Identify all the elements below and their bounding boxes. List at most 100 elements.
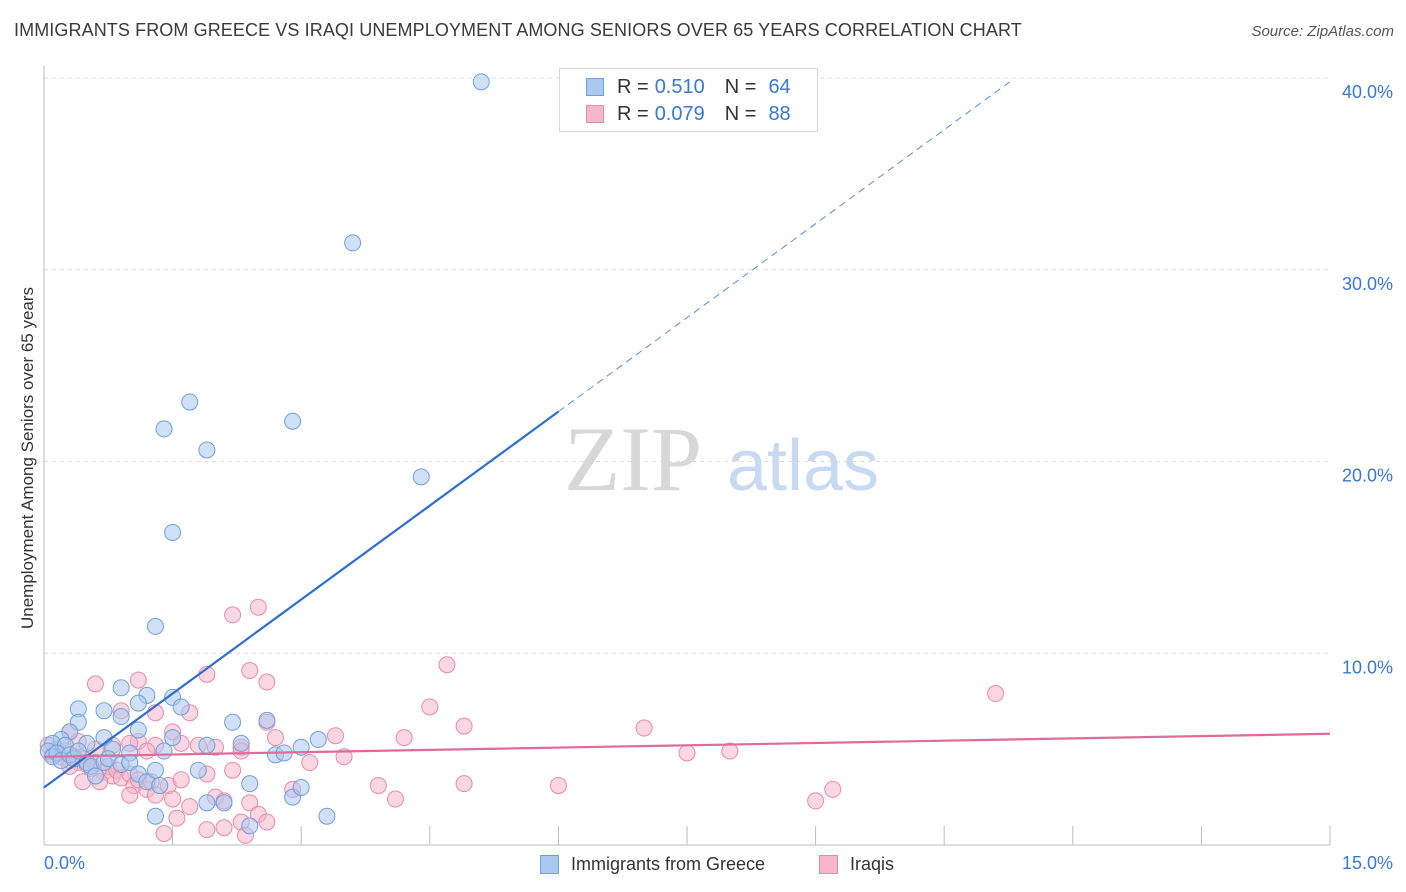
- greece-point-57: [241, 817, 259, 835]
- iraqi-point-2: [438, 656, 456, 674]
- greece-point-9: [112, 679, 130, 697]
- iraqi-point-73: [387, 790, 405, 808]
- chart-title: IMMIGRANTS FROM GREECE VS IRAQI UNEMPLOY…: [14, 20, 1022, 40]
- iraqi-point-15: [635, 719, 653, 737]
- iraqi-point-86: [168, 809, 186, 827]
- iraqi-point-0: [249, 598, 267, 616]
- watermark-zip: ZIP: [564, 408, 702, 510]
- y-tick-label-1: 20.0%: [1342, 466, 1393, 486]
- greece-point-6: [412, 468, 430, 486]
- greece-point-3: [155, 420, 173, 438]
- greece-point-13: [95, 702, 113, 720]
- chart-source: Source: ZipAtlas.com: [1251, 23, 1394, 40]
- watermark: ZIP atlas: [564, 408, 879, 510]
- grid-lines: [44, 77, 1330, 654]
- iraqi-point-68: [258, 813, 276, 831]
- iraqi-point-8: [987, 685, 1005, 703]
- trend-lines: [43, 79, 1331, 789]
- iraqi-point-17: [326, 727, 344, 745]
- legend-greece-swatch: [540, 854, 559, 874]
- greece-point-56: [215, 794, 233, 812]
- greece-trend-extension: [558, 79, 1014, 413]
- greece-point-4: [198, 441, 216, 459]
- greece-point-35: [309, 731, 327, 749]
- greece-point-14: [129, 694, 147, 712]
- greece-point-16: [112, 708, 130, 726]
- iraqi-r-label: R =: [617, 102, 649, 125]
- iraqi-point-10: [421, 698, 439, 716]
- iraqi-point-64: [224, 761, 242, 779]
- greece-point-62: [318, 807, 336, 825]
- tick-labels: 10.0% 20.0% 30.0% 40.0% 0.0% 15.0%: [44, 82, 1393, 873]
- greece-point-5: [284, 412, 302, 430]
- iraqi-r-value: 0.079: [654, 102, 705, 125]
- greece-point-29: [198, 736, 216, 754]
- legend-item-iraqi: Iraqis: [819, 852, 894, 876]
- iraqi-point-14: [455, 717, 473, 735]
- iraqi-point-26: [678, 744, 696, 762]
- watermark-atlas: atlas: [727, 426, 879, 506]
- legend-greece-label: Immigrants from Greece: [571, 853, 766, 874]
- iraqi-point-7: [258, 673, 276, 691]
- greece-point-15: [172, 698, 190, 716]
- greece-point-32: [258, 711, 276, 729]
- iraqi-n-label: N =: [724, 102, 757, 125]
- iraqi-point-70: [301, 754, 319, 772]
- correlation-legend: R = 0.510 N = 64 R = 0.079 N = 88: [559, 68, 818, 132]
- greece-point-63: [146, 807, 164, 825]
- iraqi-point-6: [86, 675, 104, 693]
- greece-points: [39, 73, 490, 835]
- iraqi-point-76: [824, 780, 842, 798]
- greece-point-31: [232, 734, 250, 752]
- greece-point-0: [472, 73, 490, 91]
- iraqi-swatch: [586, 105, 604, 123]
- iraqi-point-33: [138, 742, 156, 760]
- iraqi-point-27: [721, 742, 739, 760]
- iraqi-points: [39, 598, 1005, 844]
- iraqi-point-72: [369, 777, 387, 795]
- greece-r-label: R =: [617, 75, 649, 98]
- iraqi-point-77: [807, 792, 825, 810]
- greece-point-45: [86, 767, 104, 785]
- iraqi-trend-line: [43, 732, 1331, 758]
- greece-point-52: [146, 761, 164, 779]
- iraqi-point-75: [549, 777, 567, 795]
- iraqi-point-87: [121, 786, 139, 804]
- greece-point-28: [164, 729, 182, 747]
- iraqi-point-3: [241, 662, 259, 680]
- iraqi-point-60: [181, 798, 199, 816]
- iraqi-point-78: [155, 824, 173, 842]
- legend-iraqi-label: Iraqis: [850, 853, 895, 874]
- iraqi-point-71: [335, 748, 353, 766]
- greece-point-54: [189, 761, 207, 779]
- legend-row-greece: R = 0.510 N = 64: [586, 75, 791, 99]
- greece-point-53: [151, 777, 169, 795]
- iraqi-point-5: [129, 671, 147, 689]
- y-axis-label: Unemployment Among Seniors over 65 years: [18, 286, 37, 630]
- greece-point-2: [181, 393, 199, 411]
- y-tick-label-0: 10.0%: [1342, 657, 1393, 677]
- iraqi-point-1: [224, 606, 242, 624]
- iraqi-point-58: [164, 790, 182, 808]
- greece-n-value: 64: [768, 75, 791, 98]
- axes: [43, 66, 1331, 846]
- legend-item-greece: Immigrants from Greece: [540, 852, 765, 876]
- greece-point-61: [292, 778, 310, 796]
- greece-point-58: [241, 775, 259, 793]
- greece-n-label: N =: [724, 75, 757, 98]
- iraqi-point-80: [215, 819, 233, 837]
- y-tick-label-3: 40.0%: [1342, 82, 1393, 102]
- iraqi-point-18: [395, 729, 413, 747]
- greece-trend-line: [43, 410, 560, 789]
- legend-iraqi-swatch: [819, 854, 838, 874]
- iraqi-point-19: [266, 729, 284, 747]
- greece-r-value: 0.510: [654, 75, 705, 98]
- greece-point-55: [198, 794, 216, 812]
- greece-point-1: [344, 234, 362, 252]
- iraqi-point-74: [455, 775, 473, 793]
- x-tick-label-0: 0.0%: [44, 853, 85, 873]
- greece-point-18: [129, 721, 147, 739]
- x-tick-label-1: 15.0%: [1342, 853, 1393, 873]
- y-tick-label-2: 30.0%: [1342, 274, 1393, 294]
- greece-point-8: [146, 617, 164, 635]
